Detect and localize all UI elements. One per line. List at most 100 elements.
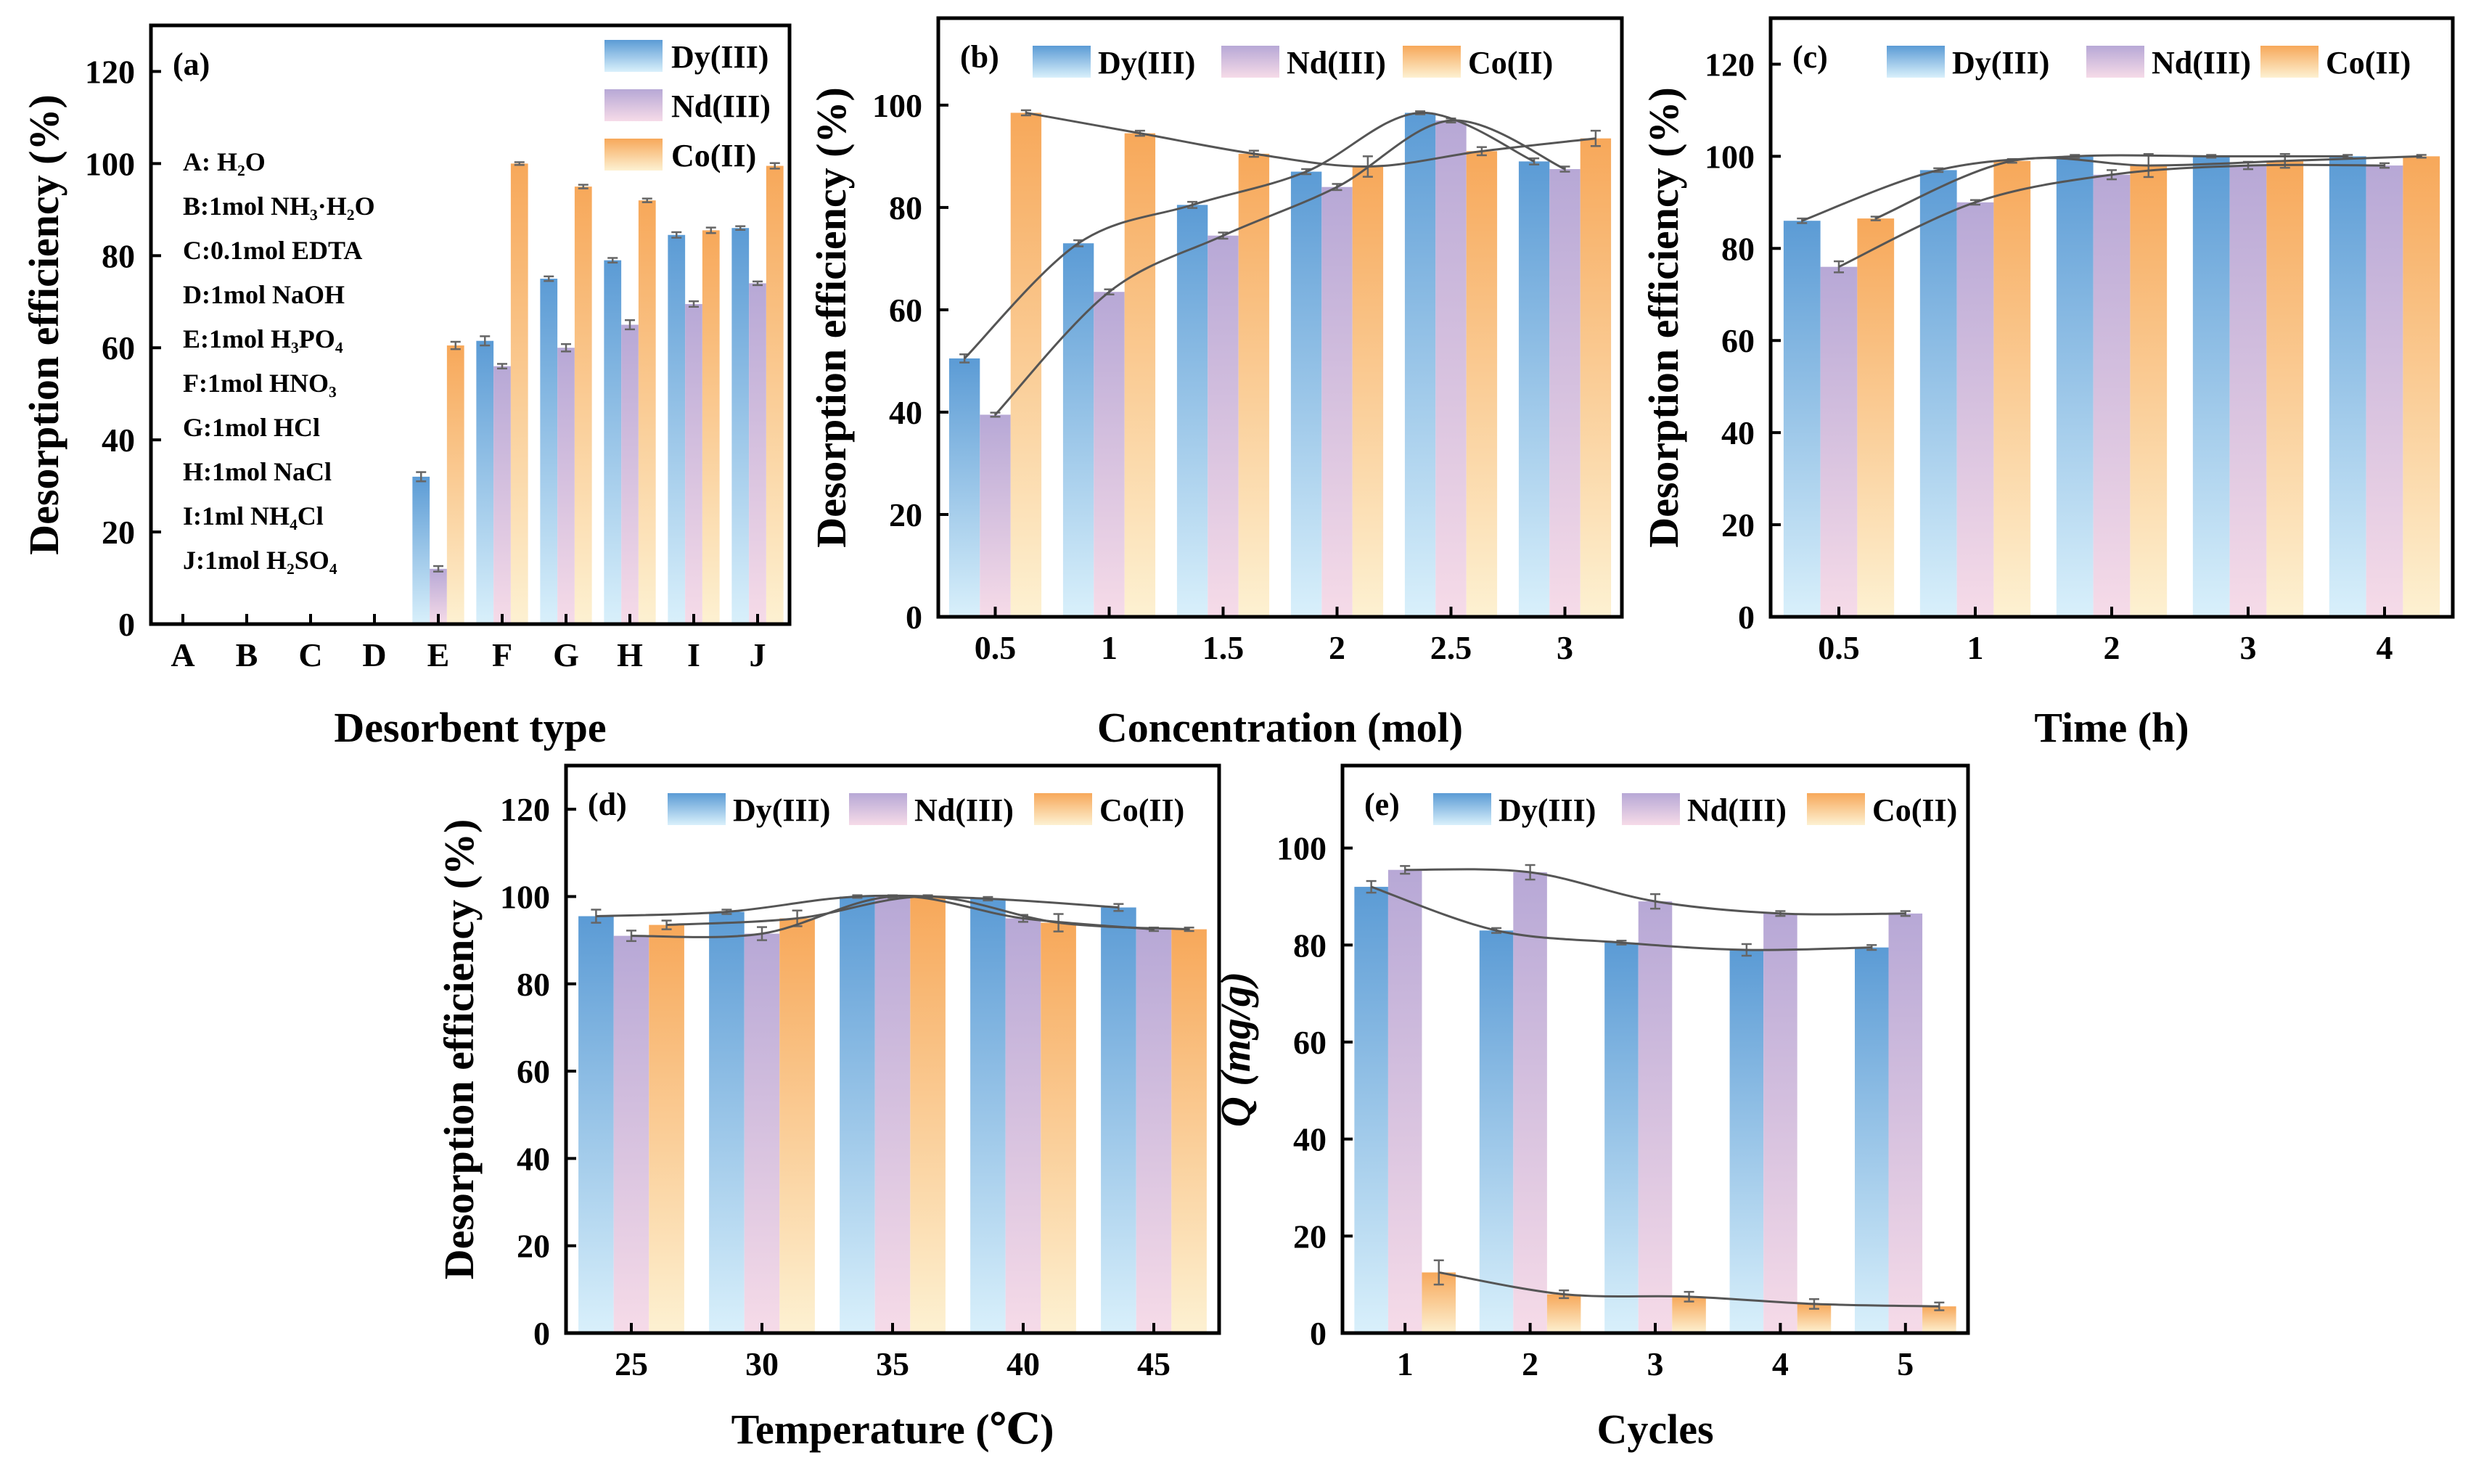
desorbent-key-item: F:1mol HNO₃ (183, 369, 337, 398)
desorbent-key-item: J:1mol H₂SO₄ (183, 546, 337, 575)
bar-b-dyiii-1.5 (1176, 205, 1208, 617)
error-bar (753, 280, 763, 287)
desorbent-key-item: D:1mol NaOH (183, 280, 345, 309)
bar-d-ndiii-35 (874, 896, 911, 1333)
panel-label: (d) (588, 787, 627, 822)
legend-swatch (2260, 46, 2319, 78)
error-bar (514, 161, 525, 166)
bar-a-dyiii-I (668, 234, 686, 624)
bar-a-coii-H (638, 200, 656, 625)
bar-b-coii-2.5 (1466, 151, 1498, 618)
y-tick-label: 40 (889, 394, 922, 431)
trend-line-b-1 (994, 119, 1566, 416)
bar-a-coii-I (702, 230, 720, 625)
y-tick-label: 20 (517, 1228, 550, 1265)
legend-label: Dy(III) (733, 792, 830, 828)
legend-swatch (1403, 46, 1461, 78)
legend-label: Co(II) (2326, 45, 2411, 81)
bar-a-coii-E (446, 345, 464, 624)
y-tick-label: 100 (1276, 830, 1327, 867)
legend-label: Nd(III) (1687, 792, 1787, 828)
y-tick-label: 80 (1721, 230, 1755, 267)
bar-d-dyiii-35 (840, 896, 875, 1333)
error-bar (769, 162, 780, 170)
legend-label: Dy(III) (1098, 45, 1195, 81)
legend-swatch (604, 89, 663, 121)
y-tick-label: 40 (102, 422, 135, 459)
x-tick-label: 35 (876, 1345, 909, 1382)
x-tick-label: 3 (1647, 1345, 1664, 1382)
legend-swatch (1887, 46, 1945, 78)
desorbent-key-item: A: H₂O (183, 147, 266, 176)
x-axis-title: Time (h) (2034, 704, 2189, 751)
bar-b-ndiii-2.5 (1435, 120, 1467, 617)
y-tick-label: 80 (102, 237, 135, 274)
error-bar (626, 930, 636, 943)
x-tick-label: 25 (615, 1345, 648, 1382)
legend-label: Co(II) (1872, 792, 1957, 828)
x-tick-label: 4 (1772, 1345, 1789, 1382)
error-bar (689, 300, 699, 308)
bar-c-dyiii-0.5 (1783, 221, 1821, 617)
bar-c-dyiii-2 (2056, 156, 2094, 617)
panel-c: 0 20 40 60 80 100 120 0.5 1 2 3 4 Time (h) Desorption… (1640, 16, 2455, 751)
x-tick-label: A (171, 636, 194, 673)
y-axis-title: Desorption efficiency (%) (435, 819, 483, 1280)
legend-swatch (604, 139, 663, 171)
y-tick-label: 60 (1293, 1024, 1327, 1061)
bar-e-dyiii-5 (1854, 947, 1889, 1333)
error-bar (433, 565, 443, 573)
bar-b-dyiii-3 (1518, 161, 1550, 617)
bar-b-coii-3 (1580, 138, 1612, 617)
y-tick-label: 0 (118, 606, 135, 643)
x-tick-label: 1.5 (1202, 629, 1245, 666)
x-tick-label: 45 (1137, 1345, 1171, 1382)
x-tick-label: H (617, 636, 643, 673)
bar-b-dyiii-2.5 (1404, 112, 1436, 617)
panel-b: 0 20 40 60 80 100 0.5 1 1.5 2 2.5 3 Concentration (m… (808, 16, 1624, 751)
legend-swatch (1807, 793, 1865, 825)
bar-c-dyiii-1 (1919, 170, 1957, 617)
bar-a-coii-F (510, 163, 528, 624)
bar-e-dyiii-2 (1479, 930, 1514, 1333)
bar-e-dyiii-4 (1729, 949, 1764, 1333)
plot-frame (936, 16, 1624, 619)
bar-b-coii-0.5 (1010, 112, 1042, 617)
bar-a-ndiii-G (557, 348, 575, 624)
plot-frame (149, 23, 792, 626)
y-axis-title: Q (mg/g) (1212, 972, 1259, 1127)
error-bar (671, 231, 682, 239)
y-tick-label: 100 (85, 145, 135, 182)
legend-swatch (1221, 46, 1279, 78)
y-tick-label: 80 (1293, 927, 1327, 964)
x-tick-label: 4 (2377, 629, 2393, 666)
x-tick-label: 1 (1967, 629, 1984, 666)
x-axis-title: Cycles (1596, 1406, 1713, 1453)
x-tick-label: 2 (1329, 629, 1345, 666)
legend-swatch (1622, 793, 1680, 825)
y-tick-label: 100 (1705, 138, 1755, 175)
x-tick-label: 40 (1007, 1345, 1040, 1382)
legend-swatch (849, 793, 907, 825)
x-tick-label: B (236, 636, 258, 673)
legend-label: Nd(III) (914, 792, 1014, 828)
error-bar (607, 257, 618, 264)
bar-c-ndiii-0.5 (1820, 266, 1858, 617)
bar-e-ndiii-1 (1387, 869, 1422, 1333)
x-axis-title: Concentration (mol) (1097, 704, 1463, 751)
desorbent-key-item: E:1mol H₃PO₄ (183, 324, 343, 353)
bar-e-ndiii-3 (1638, 901, 1673, 1333)
y-tick-label: 120 (500, 791, 550, 828)
trend-line-b-0 (964, 111, 1535, 359)
bar-c-coii-0.5 (1857, 218, 1895, 617)
bar-c-ndiii-3 (2229, 165, 2267, 618)
y-tick-label: 0 (533, 1315, 550, 1352)
bar-a-dyiii-E (412, 476, 430, 624)
y-tick-label: 120 (1705, 46, 1755, 83)
y-tick-label: 80 (889, 189, 922, 226)
y-tick-label: 60 (1721, 322, 1755, 359)
y-tick-label: 100 (872, 87, 922, 124)
y-tick-label: 60 (889, 292, 922, 329)
bar-a-coii-G (574, 186, 592, 625)
legend-label: Dy(III) (1499, 792, 1596, 828)
